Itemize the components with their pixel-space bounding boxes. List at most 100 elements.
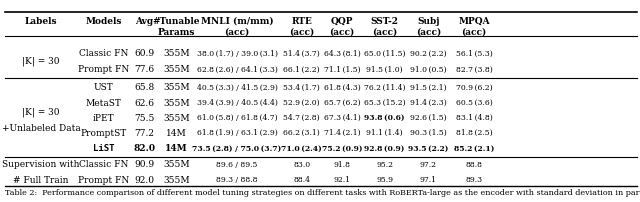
Text: 61.8 (1.9) / 63.1 (2.9): 61.8 (1.9) / 63.1 (2.9) xyxy=(196,129,278,137)
Text: Avg: Avg xyxy=(136,17,154,26)
Text: (acc): (acc) xyxy=(330,28,355,37)
Text: LiST: LiST xyxy=(93,144,115,153)
Text: |K| = 30: |K| = 30 xyxy=(22,57,60,66)
Text: 91.4 (2.3): 91.4 (2.3) xyxy=(410,99,447,107)
Text: 77.2: 77.2 xyxy=(134,129,155,138)
Text: 67.3 (4.1): 67.3 (4.1) xyxy=(324,114,360,122)
Text: 61.8 (4.3): 61.8 (4.3) xyxy=(324,84,360,92)
Text: (acc): (acc) xyxy=(289,28,314,37)
Text: 53.4 (1.7): 53.4 (1.7) xyxy=(284,84,320,92)
Text: RTE: RTE xyxy=(291,17,312,26)
Text: Supervision with: Supervision with xyxy=(2,160,80,169)
Text: 65.7 (6.2): 65.7 (6.2) xyxy=(324,99,360,107)
Text: 66.1 (2.2): 66.1 (2.2) xyxy=(284,66,320,74)
Text: 56.1 (5.3): 56.1 (5.3) xyxy=(456,49,493,58)
Text: 355M: 355M xyxy=(163,99,189,107)
Text: 60.5 (3.6): 60.5 (3.6) xyxy=(456,99,493,107)
Text: 61.0 (5.8) / 61.8 (4.7): 61.0 (5.8) / 61.8 (4.7) xyxy=(197,114,277,122)
Text: 38.0 (1.7) / 39.0 (3.1): 38.0 (1.7) / 39.0 (3.1) xyxy=(196,49,278,58)
Text: MNLI (m/mm): MNLI (m/mm) xyxy=(201,17,273,26)
Text: (acc): (acc) xyxy=(225,28,250,37)
Text: 85.2 (2.1): 85.2 (2.1) xyxy=(454,144,495,153)
Text: 83.1 (4.8): 83.1 (4.8) xyxy=(456,114,493,122)
Text: 88.8: 88.8 xyxy=(466,161,483,169)
Text: 82.0: 82.0 xyxy=(134,144,156,153)
Text: 83.0: 83.0 xyxy=(293,161,310,169)
Text: 89.3 / 88.8: 89.3 / 88.8 xyxy=(216,176,258,184)
Text: (acc): (acc) xyxy=(372,28,397,37)
Text: 81.8 (2.5): 81.8 (2.5) xyxy=(456,129,493,137)
Text: 95.9: 95.9 xyxy=(376,176,393,184)
Text: 76.2 (11.4): 76.2 (11.4) xyxy=(364,84,405,92)
Text: 89.6 / 89.5: 89.6 / 89.5 xyxy=(216,161,258,169)
Text: |K| = 30: |K| = 30 xyxy=(22,107,60,117)
Text: 70.9 (6.2): 70.9 (6.2) xyxy=(456,84,493,92)
Text: 90.2 (2.2): 90.2 (2.2) xyxy=(410,49,447,58)
Text: 91.5 (2.1): 91.5 (2.1) xyxy=(410,84,447,92)
Text: Prompt FN: Prompt FN xyxy=(78,65,129,74)
Text: 71.1 (1.5): 71.1 (1.5) xyxy=(324,66,360,74)
Text: Models: Models xyxy=(86,17,122,26)
Text: 51.4 (3.7): 51.4 (3.7) xyxy=(284,49,320,58)
Text: 355M: 355M xyxy=(163,114,189,123)
Text: 77.6: 77.6 xyxy=(134,65,155,74)
Text: MetaST: MetaST xyxy=(86,99,122,107)
Text: 66.2 (3.1): 66.2 (3.1) xyxy=(284,129,320,137)
Text: 355M: 355M xyxy=(163,65,189,74)
Text: 88.4: 88.4 xyxy=(293,176,310,184)
Text: 75.2 (0.9): 75.2 (0.9) xyxy=(322,144,362,153)
Text: 97.2: 97.2 xyxy=(420,161,437,169)
Text: 355M: 355M xyxy=(163,160,189,169)
Text: 97.1: 97.1 xyxy=(420,176,437,184)
Text: 95.2: 95.2 xyxy=(376,161,393,169)
Text: 52.9 (2.0): 52.9 (2.0) xyxy=(284,99,320,107)
Text: 54.7 (2.8): 54.7 (2.8) xyxy=(284,114,320,122)
Text: 65.8: 65.8 xyxy=(134,83,155,92)
Text: # Full Train: # Full Train xyxy=(13,176,68,185)
Text: 73.5 (2.8) / 75.0 (3.7): 73.5 (2.8) / 75.0 (3.7) xyxy=(193,144,282,153)
Text: 40.5 (3.3) / 41.5 (2.9): 40.5 (3.3) / 41.5 (2.9) xyxy=(196,84,278,92)
Text: 355M: 355M xyxy=(163,49,189,58)
Text: 71.4 (2.1): 71.4 (2.1) xyxy=(324,129,360,137)
Text: QQP: QQP xyxy=(331,17,353,26)
Text: 91.1 (1.4): 91.1 (1.4) xyxy=(366,129,403,137)
Text: 93.8 (0.6): 93.8 (0.6) xyxy=(364,114,405,122)
Text: 62.8 (2.6) / 64.1 (3.3): 62.8 (2.6) / 64.1 (3.3) xyxy=(196,66,278,74)
Text: 65.0 (11.5): 65.0 (11.5) xyxy=(364,49,405,58)
Text: Classic FN: Classic FN xyxy=(79,160,129,169)
Text: 91.0 (0.5): 91.0 (0.5) xyxy=(410,66,447,74)
Text: 82.7 (3.8): 82.7 (3.8) xyxy=(456,66,493,74)
Text: Labels: Labels xyxy=(25,17,57,26)
Text: Classic FN: Classic FN xyxy=(79,49,129,58)
Text: MPQA: MPQA xyxy=(458,17,490,26)
Text: 93.5 (2.2): 93.5 (2.2) xyxy=(408,144,449,153)
Text: 92.1: 92.1 xyxy=(333,176,351,184)
Text: 65.3 (15.2): 65.3 (15.2) xyxy=(364,99,406,107)
Text: Table 2:  Performance comparison of different model tuning strategies on differe: Table 2: Performance comparison of diffe… xyxy=(5,189,640,198)
Text: 90.9: 90.9 xyxy=(134,160,155,169)
Text: 90.3 (1.5): 90.3 (1.5) xyxy=(410,129,447,137)
Text: 92.8 (0.9): 92.8 (0.9) xyxy=(364,144,405,153)
Text: 92.6 (1.5): 92.6 (1.5) xyxy=(410,114,447,122)
Text: 91.8: 91.8 xyxy=(333,161,351,169)
Text: UST: UST xyxy=(94,83,113,92)
Text: SST-2: SST-2 xyxy=(371,17,399,26)
Text: 75.5: 75.5 xyxy=(134,114,155,123)
Text: #Tunable: #Tunable xyxy=(152,17,200,26)
Text: 60.9: 60.9 xyxy=(134,49,155,58)
Text: 91.5 (1.0): 91.5 (1.0) xyxy=(366,66,403,74)
Text: 355M: 355M xyxy=(163,176,189,185)
Text: 92.0: 92.0 xyxy=(134,176,155,185)
Text: (acc): (acc) xyxy=(416,28,441,37)
Text: Params: Params xyxy=(157,28,195,37)
Text: 355M: 355M xyxy=(163,83,189,92)
Text: +Unlabeled Data: +Unlabeled Data xyxy=(1,124,81,133)
Text: PromptST: PromptST xyxy=(81,129,127,138)
Text: Subj: Subj xyxy=(417,17,440,26)
Text: 39.4 (3.9) / 40.5 (4.4): 39.4 (3.9) / 40.5 (4.4) xyxy=(196,99,278,107)
Text: 14M: 14M xyxy=(166,129,187,138)
Text: iPET: iPET xyxy=(93,114,115,123)
Text: (acc): (acc) xyxy=(461,28,487,37)
Text: 62.6: 62.6 xyxy=(134,99,155,107)
Text: 71.0 (2.4): 71.0 (2.4) xyxy=(282,144,322,153)
